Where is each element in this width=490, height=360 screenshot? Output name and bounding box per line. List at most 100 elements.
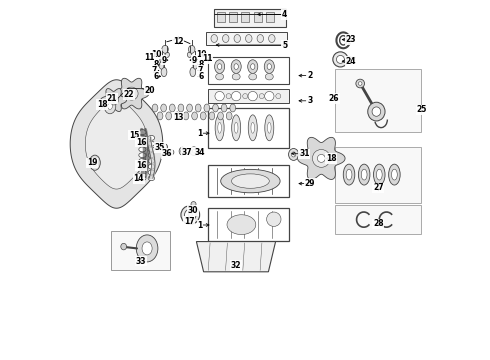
- Ellipse shape: [230, 104, 236, 112]
- Text: 11: 11: [145, 53, 155, 62]
- Ellipse shape: [221, 104, 227, 112]
- Ellipse shape: [192, 149, 196, 153]
- Ellipse shape: [389, 164, 400, 185]
- Text: 30: 30: [188, 206, 198, 215]
- Ellipse shape: [129, 91, 134, 96]
- Ellipse shape: [234, 64, 238, 69]
- Ellipse shape: [148, 153, 155, 158]
- Ellipse shape: [347, 57, 352, 60]
- Text: 6: 6: [153, 72, 159, 81]
- Ellipse shape: [211, 35, 218, 42]
- Polygon shape: [297, 138, 345, 179]
- Text: 18: 18: [326, 154, 337, 163]
- Ellipse shape: [318, 154, 325, 162]
- Ellipse shape: [157, 112, 163, 120]
- Ellipse shape: [343, 164, 355, 185]
- Ellipse shape: [220, 170, 280, 193]
- Text: 11: 11: [202, 54, 213, 63]
- Text: 23: 23: [345, 35, 356, 44]
- Ellipse shape: [139, 135, 146, 140]
- Ellipse shape: [192, 112, 197, 120]
- Ellipse shape: [265, 91, 274, 101]
- Ellipse shape: [104, 99, 116, 114]
- Ellipse shape: [166, 112, 171, 120]
- Ellipse shape: [289, 149, 298, 161]
- Text: 35: 35: [154, 143, 165, 152]
- Ellipse shape: [215, 91, 224, 101]
- Ellipse shape: [148, 135, 155, 140]
- Ellipse shape: [142, 242, 152, 255]
- Ellipse shape: [231, 91, 241, 101]
- Ellipse shape: [148, 141, 155, 146]
- Ellipse shape: [111, 98, 116, 102]
- Text: 29: 29: [305, 179, 315, 188]
- Text: 1: 1: [197, 129, 203, 138]
- Ellipse shape: [209, 112, 215, 120]
- Ellipse shape: [192, 57, 197, 63]
- Ellipse shape: [358, 82, 362, 85]
- Ellipse shape: [215, 60, 224, 73]
- Text: 7: 7: [197, 66, 203, 75]
- Text: 26: 26: [329, 94, 339, 103]
- Ellipse shape: [169, 150, 174, 155]
- Text: 32: 32: [231, 261, 241, 270]
- Ellipse shape: [183, 112, 189, 120]
- Polygon shape: [114, 78, 149, 109]
- Text: 4: 4: [282, 10, 287, 19]
- Ellipse shape: [159, 62, 164, 69]
- Ellipse shape: [139, 130, 146, 135]
- Ellipse shape: [213, 104, 219, 112]
- Text: 2: 2: [307, 71, 313, 80]
- Text: 19: 19: [87, 158, 97, 167]
- Ellipse shape: [193, 62, 197, 69]
- Ellipse shape: [139, 147, 146, 152]
- Ellipse shape: [189, 45, 195, 53]
- Ellipse shape: [162, 45, 169, 53]
- Text: 36: 36: [162, 149, 172, 158]
- Text: 24: 24: [345, 57, 356, 66]
- Text: 6: 6: [198, 72, 204, 81]
- Text: 16: 16: [136, 138, 147, 147]
- Ellipse shape: [216, 73, 223, 80]
- Ellipse shape: [248, 91, 257, 101]
- Ellipse shape: [232, 115, 241, 141]
- Ellipse shape: [148, 176, 155, 181]
- Ellipse shape: [243, 94, 248, 99]
- Ellipse shape: [190, 67, 196, 77]
- Ellipse shape: [259, 94, 264, 99]
- Bar: [335, 69, 421, 132]
- Text: 13: 13: [173, 112, 184, 122]
- Ellipse shape: [269, 35, 275, 42]
- Ellipse shape: [313, 149, 330, 167]
- Ellipse shape: [148, 170, 155, 175]
- Ellipse shape: [139, 153, 146, 158]
- Bar: [208, 89, 289, 103]
- Bar: [266, 12, 274, 22]
- Ellipse shape: [188, 213, 193, 217]
- Text: 9: 9: [191, 56, 196, 65]
- Ellipse shape: [181, 149, 184, 153]
- Ellipse shape: [250, 64, 255, 69]
- Bar: [206, 32, 287, 45]
- Ellipse shape: [165, 52, 170, 58]
- Text: 31: 31: [299, 149, 310, 158]
- Ellipse shape: [356, 79, 365, 88]
- Text: 25: 25: [416, 105, 427, 114]
- Ellipse shape: [266, 73, 273, 80]
- Ellipse shape: [218, 122, 221, 133]
- Text: 7: 7: [151, 66, 157, 75]
- Text: 12: 12: [173, 37, 184, 46]
- Ellipse shape: [268, 122, 271, 133]
- Ellipse shape: [161, 67, 167, 77]
- Ellipse shape: [90, 155, 100, 170]
- Ellipse shape: [190, 147, 198, 156]
- Ellipse shape: [218, 112, 223, 120]
- Ellipse shape: [196, 104, 201, 112]
- Ellipse shape: [92, 159, 98, 166]
- Ellipse shape: [248, 115, 257, 141]
- Ellipse shape: [234, 35, 241, 42]
- Ellipse shape: [249, 73, 257, 80]
- Ellipse shape: [265, 115, 274, 141]
- Bar: [111, 231, 171, 270]
- Text: 16: 16: [136, 161, 147, 170]
